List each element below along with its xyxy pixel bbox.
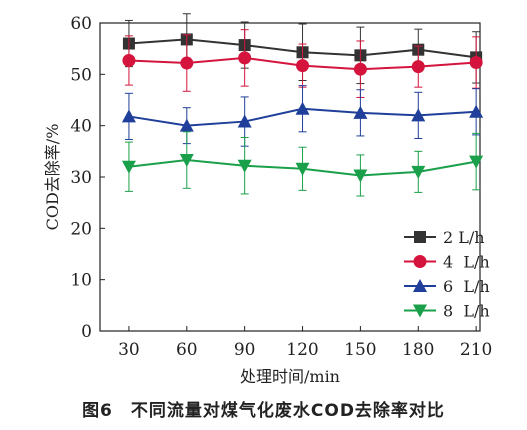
legend-item: 2 L/h (404, 228, 485, 247)
data-point (238, 51, 252, 65)
y-axis-title: COD去除率/% (43, 124, 62, 231)
data-point (353, 62, 367, 76)
x-tick-label: 60 (176, 340, 198, 360)
data-point (121, 109, 136, 123)
data-point (411, 165, 426, 179)
data-point (122, 53, 136, 67)
legend-item: 6 L/h (404, 277, 490, 296)
legend-label: 8 L/h (443, 302, 490, 321)
y-tick-label: 0 (81, 322, 92, 342)
data-point (411, 108, 426, 122)
y-tick-label: 30 (70, 168, 92, 188)
data-point (179, 118, 194, 132)
legend-marker (414, 231, 426, 243)
series-3 (121, 85, 484, 147)
x-axis: 30 60 90 120 150 180 210 (118, 326, 492, 360)
legend-item: 4 L/h (404, 253, 490, 272)
data-point (179, 154, 194, 168)
data-point (296, 59, 310, 73)
figure-caption: 图6 不同流量对煤气化废水COD去除率对比 (82, 401, 445, 421)
x-tick-label: 120 (286, 340, 318, 360)
y-tick-label: 10 (70, 271, 92, 291)
data-point (353, 105, 368, 119)
data-point (469, 155, 484, 169)
legend: 2 L/h 4 L/h 6 L/h 8 L/h (404, 228, 490, 321)
data-point (411, 60, 425, 74)
data-point (237, 114, 252, 128)
legend-marker (413, 304, 427, 318)
data-point (469, 56, 483, 70)
x-tick-label: 30 (118, 340, 140, 360)
x-axis-title: 处理时间/min (240, 367, 340, 386)
data-point (295, 101, 310, 115)
y-tick-label: 20 (70, 219, 92, 239)
data-point (180, 56, 194, 70)
legend-label: 6 L/h (443, 277, 490, 296)
x-tick-label: 210 (460, 340, 492, 360)
y-tick-label: 40 (70, 117, 92, 137)
data-point (295, 162, 310, 176)
legend-label: 2 L/h (443, 228, 485, 247)
legend-label: 4 L/h (443, 253, 490, 272)
series-4 (121, 131, 484, 197)
legend-marker (413, 255, 427, 268)
y-tick-label: 60 (70, 14, 92, 34)
x-tick-label: 150 (344, 340, 376, 360)
series-layer (121, 13, 484, 197)
series-2 (122, 29, 483, 98)
x-tick-label: 90 (234, 340, 256, 360)
legend-marker (413, 279, 427, 292)
x-tick-label: 180 (402, 340, 434, 360)
data-point (121, 160, 136, 174)
legend-item: 8 L/h (404, 302, 490, 321)
line-chart: 0 10 20 30 40 50 60 30 60 90 120 150 180 210 2 L/h 4 … (43, 13, 492, 386)
data-point (353, 169, 368, 183)
data-point (237, 159, 252, 173)
y-tick-label: 50 (70, 65, 92, 85)
data-point (469, 104, 484, 118)
y-axis: 0 10 20 30 40 50 60 (70, 14, 105, 342)
